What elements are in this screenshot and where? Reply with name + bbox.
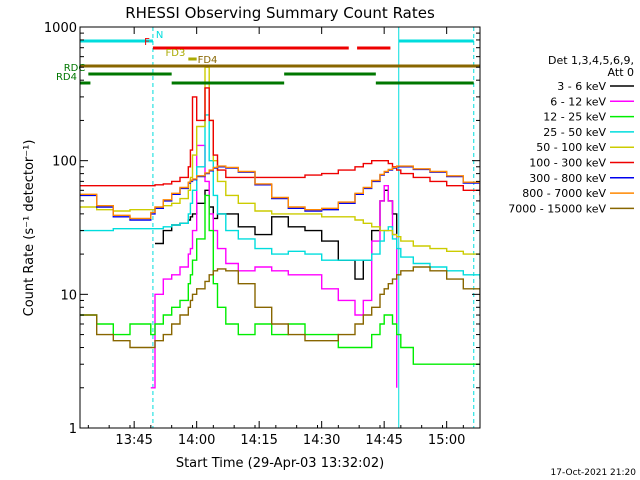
legend-entry-label-5: 100 - 300 keV xyxy=(529,157,606,170)
legend-header-1: Att 0 xyxy=(608,66,634,79)
y-tick-label-2: 100 xyxy=(52,155,77,170)
flag-label-rdc: RDC xyxy=(64,63,86,74)
legend-entry-label-0: 3 - 6 keV xyxy=(557,80,606,93)
legend: Det 1,3,4,5,6,9,Att 03 - 6 keV 6 - 12 keV… xyxy=(508,54,634,215)
x-tick-label-3: 14:30 xyxy=(303,433,340,448)
flag-label-fd3: FD3 xyxy=(166,48,186,59)
x-tick-label-5: 15:00 xyxy=(428,433,465,448)
y-tick-label-1: 10 xyxy=(60,288,77,303)
flag-label-fd4: FD4 xyxy=(198,55,218,66)
series-line-2 xyxy=(80,194,480,365)
flag-label-n: N xyxy=(156,30,163,41)
x-tick-label-1: 14:00 xyxy=(178,433,215,448)
x-tick-label-4: 14:45 xyxy=(365,433,402,448)
flag-label-f: F xyxy=(144,37,150,48)
legend-entry-label-2: 12 - 25 keV xyxy=(543,111,606,124)
legend-entry-label-7: 800 - 7000 keV xyxy=(522,187,606,200)
series-line-3 xyxy=(80,114,480,280)
y-axis-label: Count Rate (s⁻¹ detector⁻¹) xyxy=(22,140,37,317)
timestamp-label: 17-Oct-2021 21:20 xyxy=(551,468,637,478)
y-tick-label-3: 1000 xyxy=(44,21,77,36)
axes: 13:45 14:00 14:15 14:30 14:45 15:00 1 10 100 1000 xyxy=(44,21,480,448)
series-lines xyxy=(80,66,480,389)
series-line-8 xyxy=(80,266,480,349)
plot-frame xyxy=(79,26,481,429)
series-line-7 xyxy=(80,165,480,220)
x-tick-label-2: 14:15 xyxy=(240,433,277,448)
series-line-1 xyxy=(150,144,398,389)
series-line-4 xyxy=(80,66,480,255)
series-line-5 xyxy=(80,87,480,196)
x-axis-label: Start Time (29-Apr-03 13:32:02) xyxy=(176,456,384,471)
y-tick-label-0: 1 xyxy=(69,422,77,437)
legend-entry-label-3: 25 - 50 keV xyxy=(543,126,606,139)
legend-header-0: Det 1,3,4,5,6,9, xyxy=(548,54,634,67)
legend-entry-label-8: 7000 - 15000 keV xyxy=(508,202,606,215)
legend-entry-label-4: 50 - 100 keV xyxy=(536,141,606,154)
x-tick-label-0: 13:45 xyxy=(115,433,152,448)
vertical-markers xyxy=(152,27,475,428)
legend-entry-label-6: 300 - 800 keV xyxy=(529,172,606,185)
flag-label-rd4: RD4 xyxy=(56,72,77,83)
chart-title: RHESSI Observing Summary Count Rates xyxy=(125,4,435,22)
legend-entry-label-1: 6 - 12 keV xyxy=(550,95,606,108)
